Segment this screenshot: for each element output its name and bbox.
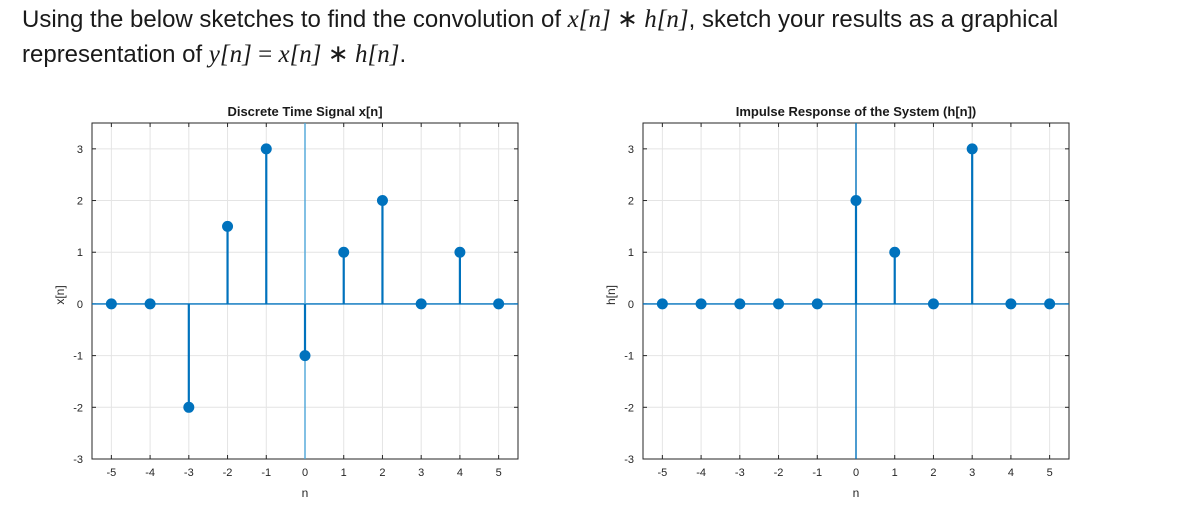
y-tick-label: -3 bbox=[624, 454, 634, 466]
y-tick-label: -1 bbox=[73, 351, 83, 363]
chart-title: Impulse Response of the System (h[n]) bbox=[736, 104, 977, 119]
y-tick-label: -2 bbox=[73, 402, 83, 414]
y-tick-label: 0 bbox=[77, 299, 83, 311]
x-tick-label: 0 bbox=[853, 467, 859, 479]
y-tick-label: 3 bbox=[628, 144, 634, 156]
stem-marker bbox=[889, 246, 901, 258]
stem-marker bbox=[299, 350, 311, 362]
line1-prefix: Using the below sketches to find the con… bbox=[22, 6, 568, 33]
x-tick-label: 2 bbox=[930, 467, 936, 479]
x-tick-label: -3 bbox=[735, 467, 745, 479]
x-tick-label: -4 bbox=[696, 467, 706, 479]
line2-suffix: . bbox=[399, 41, 407, 68]
stem-marker bbox=[734, 298, 746, 310]
stem-marker bbox=[454, 246, 466, 258]
line2-equals: = bbox=[251, 41, 279, 68]
line2-expr-x: x[n] bbox=[278, 41, 322, 68]
line2-expr-h: h[n] bbox=[354, 41, 400, 68]
x-tick-label: 5 bbox=[1047, 467, 1053, 479]
stem-marker bbox=[144, 298, 156, 310]
y-tick-label: -1 bbox=[624, 351, 634, 363]
stem-marker bbox=[966, 143, 978, 155]
x-tick-label: -2 bbox=[774, 467, 784, 479]
x-tick-label: 5 bbox=[496, 467, 502, 479]
y-tick-label: 3 bbox=[77, 144, 83, 156]
problem-statement: Using the below sketches to find the con… bbox=[22, 2, 1172, 72]
x-tick-label: -2 bbox=[223, 467, 233, 479]
line2-prefix: representation of bbox=[22, 41, 209, 68]
line1-convolution-op: ∗ bbox=[610, 6, 645, 33]
x-tick-label: -1 bbox=[261, 467, 271, 479]
x-tick-label: -5 bbox=[657, 467, 667, 479]
y-tick-label: 2 bbox=[628, 196, 634, 208]
y-tick-label: 2 bbox=[77, 196, 83, 208]
stem-marker bbox=[656, 298, 668, 310]
x-axis-label: n bbox=[302, 486, 309, 500]
y-tick-label: 1 bbox=[77, 247, 83, 259]
stem-marker bbox=[415, 298, 427, 310]
x-tick-label: -3 bbox=[184, 467, 194, 479]
stem-marker bbox=[773, 298, 785, 310]
x-tick-label: 4 bbox=[1008, 467, 1014, 479]
y-tick-label: -3 bbox=[73, 454, 83, 466]
y-tick-label: -2 bbox=[624, 402, 634, 414]
problem-line-2: representation of y[n] = x[n] ∗ h[n]. bbox=[22, 37, 1172, 72]
stem-marker bbox=[376, 195, 388, 207]
x-tick-label: 3 bbox=[418, 467, 424, 479]
x-tick-label: -1 bbox=[812, 467, 822, 479]
stem-marker bbox=[1044, 298, 1056, 310]
stem-marker bbox=[1005, 298, 1017, 310]
stem-marker bbox=[222, 220, 234, 232]
stem-marker bbox=[183, 401, 195, 413]
stem-marker bbox=[695, 298, 707, 310]
x-tick-label: -4 bbox=[145, 467, 155, 479]
y-axis-label: h[n] bbox=[604, 285, 618, 305]
stem-marker bbox=[850, 195, 862, 207]
x-tick-label: -5 bbox=[106, 467, 116, 479]
y-tick-label: 1 bbox=[628, 247, 634, 259]
line1-expr-x: x[n] bbox=[567, 6, 611, 33]
x-tick-label: 4 bbox=[457, 467, 463, 479]
line1-expr-h: h[n] bbox=[644, 6, 689, 33]
x-tick-label: 0 bbox=[302, 467, 308, 479]
line2-convolution-op: ∗ bbox=[321, 41, 355, 68]
x-axis-label: n bbox=[853, 486, 860, 500]
y-axis-label: x[n] bbox=[53, 285, 67, 304]
stem-marker bbox=[260, 143, 272, 155]
x-tick-label: 3 bbox=[969, 467, 975, 479]
line2-expr-y: y[n] bbox=[208, 41, 252, 68]
stem-marker bbox=[338, 246, 350, 258]
chart-title: Discrete Time Signal x[n] bbox=[227, 104, 382, 119]
x-tick-label: 1 bbox=[892, 467, 898, 479]
stem-marker bbox=[493, 298, 505, 310]
x-tick-label: 1 bbox=[341, 467, 347, 479]
stem-marker bbox=[927, 298, 939, 310]
problem-line-1: Using the below sketches to find the con… bbox=[22, 2, 1172, 37]
x-tick-label: 2 bbox=[379, 467, 385, 479]
stem-marker bbox=[811, 298, 823, 310]
y-tick-label: 0 bbox=[628, 299, 634, 311]
line1-suffix: , sketch your results as a graphical bbox=[688, 6, 1059, 33]
stem-marker bbox=[105, 298, 117, 310]
